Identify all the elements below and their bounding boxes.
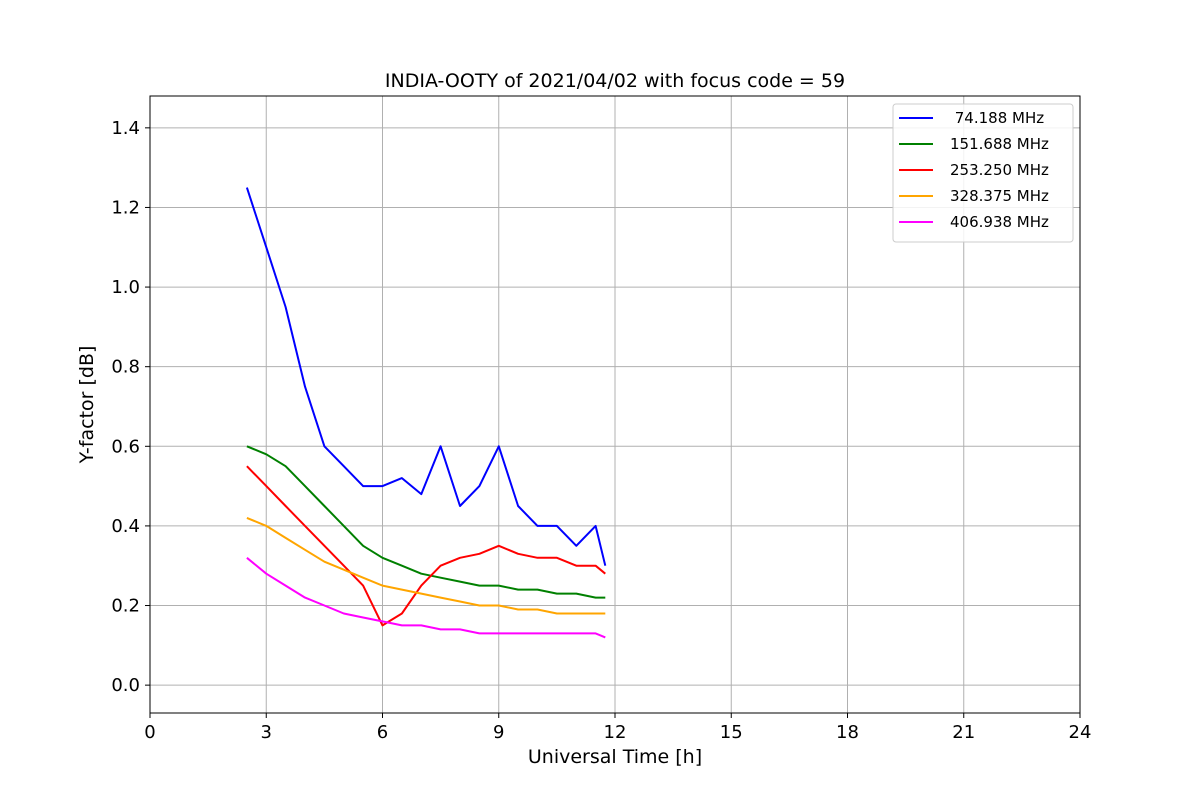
legend-label: 74.188 MHz — [950, 109, 1044, 127]
legend-label: 406.938 MHz — [950, 213, 1049, 231]
series-line-5 — [246, 557, 606, 639]
series-layer — [245, 187, 607, 639]
y-tick-label: 0.2 — [111, 596, 140, 617]
y-tick-label: 0.4 — [111, 516, 140, 537]
x-tick-label: 0 — [144, 722, 155, 743]
x-axis-label: Universal Time [h] — [528, 746, 702, 768]
x-tick-label: 18 — [836, 722, 859, 743]
x-tick-label: 6 — [377, 722, 388, 743]
y-axis-label: Y-factor [dB] — [76, 346, 98, 465]
chart-title: INDIA-OOTY of 2021/04/02 with focus code… — [385, 70, 845, 92]
x-tick-label: 12 — [604, 722, 627, 743]
x-tick-label: 15 — [720, 722, 743, 743]
y-tick-label: 1.0 — [111, 277, 140, 298]
x-tick-label: 21 — [952, 722, 975, 743]
x-tick-label: 3 — [261, 722, 272, 743]
x-tick-label: 24 — [1069, 722, 1092, 743]
legend-label: 253.250 MHz — [950, 161, 1049, 179]
x-tick-label: 9 — [493, 722, 504, 743]
y-tick-label: 1.2 — [111, 197, 140, 218]
legend: 74.188 MHz 151.688 MHz 253.250 MHz 328.375 … — [892, 103, 1074, 243]
y-tick-label: 0.0 — [111, 675, 140, 696]
y-tick-label: 1.4 — [111, 118, 140, 139]
ticks: 0 3 6 9 12 15 18 21 24 0.0 0.2 0.4 0.6 0.8 1.0 1.2 1.4 — [111, 118, 1091, 743]
series-line-3 — [246, 465, 606, 627]
series-line-4 — [246, 516, 606, 615]
legend-label: 151.688 MHz — [950, 135, 1049, 153]
legend-box — [892, 103, 1074, 243]
y-tick-label: 0.8 — [111, 357, 140, 378]
legend-label: 328.375 MHz — [950, 187, 1049, 205]
series-line-1 — [245, 187, 607, 566]
y-tick-label: 0.6 — [111, 436, 140, 457]
